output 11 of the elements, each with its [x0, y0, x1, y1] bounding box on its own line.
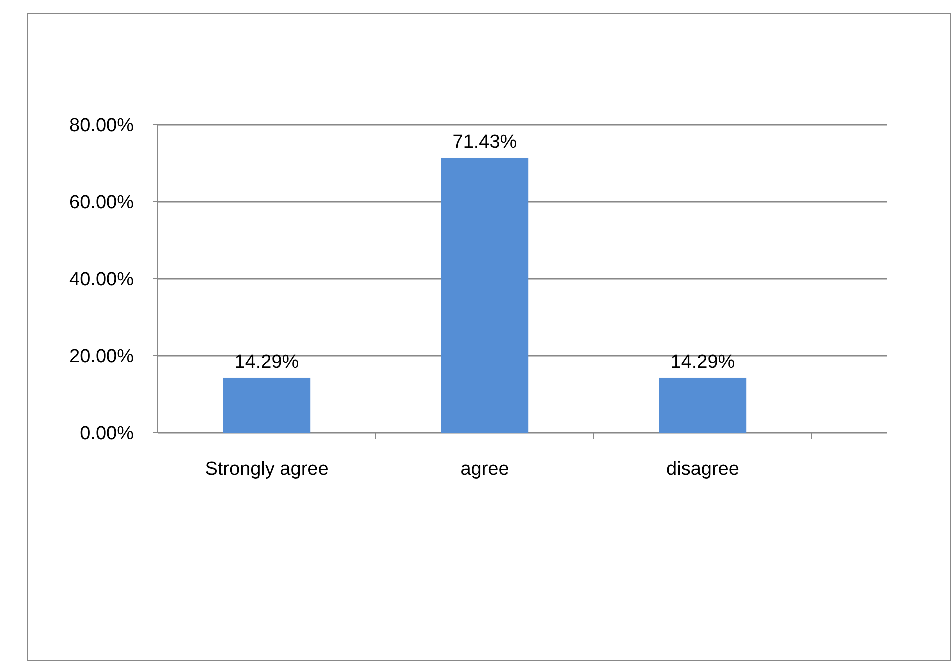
- data-label: 71.43%: [452, 132, 518, 153]
- data-label: 14.29%: [670, 352, 736, 373]
- y-tick-label: 40.00%: [70, 270, 134, 291]
- x-tick-label: Strongly agree: [205, 459, 329, 480]
- y-tick-label: 20.00%: [70, 346, 134, 368]
- y-tick-label: 80.00%: [70, 116, 134, 137]
- x-tick-label: agree: [460, 459, 510, 480]
- data-label: 14.29%: [234, 352, 300, 373]
- y-tick-label: 0.00%: [80, 424, 134, 445]
- x-tick-label: disagree: [666, 459, 740, 480]
- y-tick-label: 60.00%: [70, 192, 134, 214]
